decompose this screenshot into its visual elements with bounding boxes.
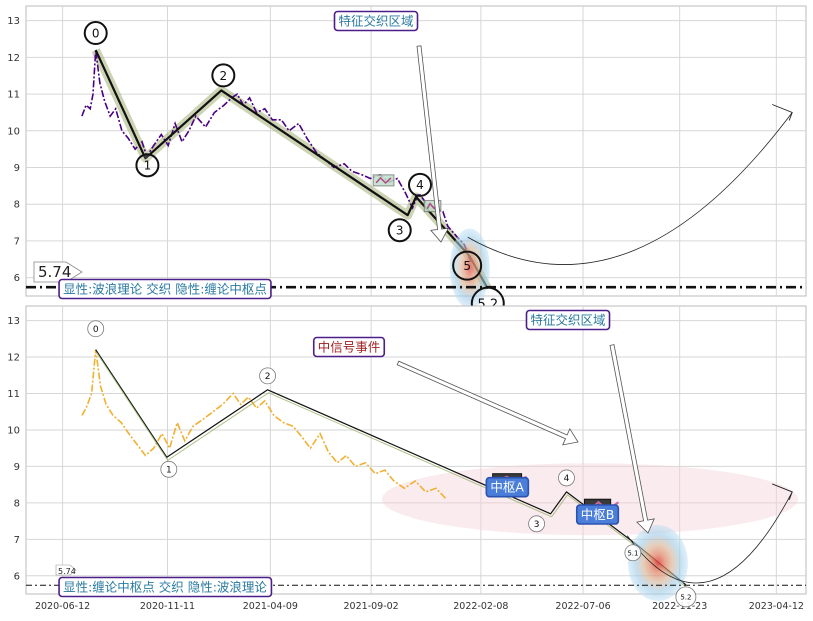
wave-point-label: 3 [534,520,540,530]
box-zigzag [375,176,392,184]
y-tick-label: 11 [7,90,20,101]
legend-label-text: 显性:波浪理论 交织 隐性:缠论中枢点 [63,282,267,297]
price-line [81,349,447,500]
y-tick-label: 13 [7,16,20,27]
zhongshu-label: 中枢B [575,504,620,525]
y-tick-label: 9 [14,462,20,473]
signal-label-text: 中信号事件 [318,340,381,355]
y-tick-label: 9 [14,163,20,174]
x-tick-label: 2020-11-11 [140,601,195,612]
y-tick-label: 7 [14,236,20,247]
zhongshu-label-text: 中枢B [581,507,615,522]
x-tick-label: 2022-07-06 [555,601,610,612]
signal-arrow [396,360,579,446]
interweave-label: 特征交织区域 [333,10,419,32]
wave-point-marker [528,515,546,533]
signal-label: 中信号事件 [312,336,386,358]
y-tick-label: 10 [7,126,20,137]
zhongshu-label: 中枢A [485,476,530,498]
x-tick-label: 2020-06-12 [35,601,90,612]
wave-point-marker [387,218,412,243]
interweave-label-frame [525,309,611,331]
interweave-label: 特征交织区域 [525,309,611,331]
wave-point-marker [675,586,697,608]
interweave-label-frame [333,10,419,32]
y-tick-label: 6 [14,571,20,582]
zhongshu-label-text: 中枢A [490,480,524,495]
legend-label: 显性:波浪理论 交织 隐性:缠论中枢点 [58,278,272,300]
wave-point-marker [452,250,483,281]
y-tick-label: 7 [14,535,20,546]
wave-point-marker [408,172,432,197]
zhongshu-label-frame [575,504,620,525]
wave-point-marker [558,469,575,487]
wave-point-marker [259,367,276,385]
support-tag [33,261,83,283]
wave-point-marker [135,153,160,178]
signal-label-frame [312,336,386,358]
wave-point-marker [160,460,178,478]
wave-point-marker [624,544,642,562]
interweave-label-text: 特征交织区域 [338,14,413,29]
wave-point-label: 2 [265,372,271,382]
price-line [81,49,472,264]
wave-point-label: 4 [564,474,570,484]
legend-label-frame [58,576,273,598]
x-tick-label: 2021-09-02 [344,601,399,612]
arc-end-mark [772,483,793,501]
y-tick-label: 8 [14,498,20,509]
y-tick-label: 11 [7,389,20,400]
wave-point-label: 5 [463,259,471,273]
hotspot-zone [449,228,490,309]
wave-point-label: 2 [220,69,228,83]
support-label: 5.74 [38,263,71,281]
hotspot-zone [627,525,688,602]
support-label: 5.74 [58,567,76,576]
x-tick-label: 2023-04-12 [749,601,804,612]
y-tick-label: 12 [7,353,20,364]
wave-point-label: 4 [416,178,424,192]
wave-point-label: 1 [144,159,152,173]
wave-point-label: 5.2 [680,593,691,601]
wave-point-marker [211,63,236,88]
y-tick-label: 13 [7,316,20,327]
projection-arc [626,491,793,584]
legend-label: 显性:缠论中枢点 交织 隐性:波浪理论 [58,576,273,598]
y-tick-label: 6 [14,273,20,284]
wave-point-marker [87,320,105,338]
y-tick-label: 10 [7,425,20,436]
interweave-arrow [609,344,655,534]
y-tick-label: 8 [14,200,20,211]
wave-point-label: 0 [92,26,100,40]
wave-point-marker [83,21,108,46]
plot-area [25,305,807,595]
arc-end-mark [772,104,793,121]
legend-label-frame [58,278,272,300]
zhongshu-label-frame [485,476,530,498]
wave-point-label: 5.1 [627,549,638,557]
interweave-arrow [416,45,450,243]
wave-point-label: 3 [396,224,404,238]
wave-point-label: 0 [93,325,99,335]
support-tag [55,564,77,576]
wave-point-label: 1 [166,466,172,476]
projection-arc [467,112,793,265]
x-tick-label: 2022-11-23 [652,601,707,612]
legend-label-text: 显性:缠论中枢点 交织 隐性:波浪理论 [63,580,267,595]
x-tick-label: 2021-04-09 [243,601,298,612]
y-tick-label: 12 [7,53,20,64]
x-tick-label: 2022-02-08 [453,601,508,612]
interweave-label-text: 特征交织区域 [530,313,605,328]
